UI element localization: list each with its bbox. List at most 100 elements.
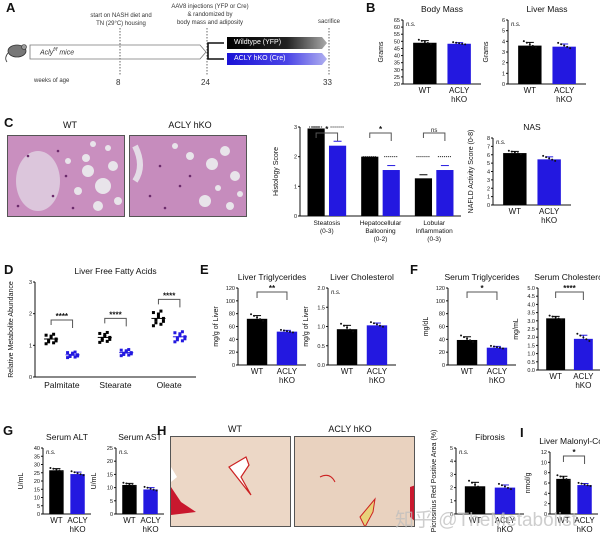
svg-text:mg/g of Liver: mg/g of Liver xyxy=(303,306,310,347)
svg-text:4: 4 xyxy=(450,459,453,465)
svg-text:mg/mL: mg/mL xyxy=(513,318,520,340)
svg-text:U/mL: U/mL xyxy=(18,473,25,490)
svg-text:ACLY: ACLY xyxy=(277,367,298,376)
svg-text:40: 40 xyxy=(229,337,235,343)
svg-text:Fibrosis: Fibrosis xyxy=(475,432,505,442)
svg-text:2: 2 xyxy=(29,312,32,318)
svg-text:n.s.: n.s. xyxy=(496,140,506,146)
svg-text:0: 0 xyxy=(544,512,547,518)
svg-text:Histology Score: Histology Score xyxy=(273,147,280,196)
svg-text:ACLY: ACLY xyxy=(574,516,595,525)
svg-text:mg/g of Liver: mg/g of Liver xyxy=(213,306,220,347)
svg-text:25: 25 xyxy=(107,446,113,452)
svg-text:1: 1 xyxy=(487,195,490,201)
svg-text:nmol/g: nmol/g xyxy=(525,472,532,493)
svg-text:Inflammation: Inflammation xyxy=(416,228,454,235)
panel-label-i: I xyxy=(520,425,524,440)
panel-label-g: G xyxy=(3,423,14,438)
svg-text:Palmitate: Palmitate xyxy=(44,380,80,390)
svg-text:****: **** xyxy=(56,312,69,321)
svg-text:0.0: 0.0 xyxy=(527,368,535,374)
histo-h-ko-title: ACLY hKO xyxy=(328,424,372,434)
histo-c-wt-title: WT xyxy=(63,120,77,130)
svg-text:WT: WT xyxy=(123,516,136,525)
svg-text:(0-3): (0-3) xyxy=(320,228,334,235)
svg-text:n.s.: n.s. xyxy=(406,22,416,28)
svg-text:3.0: 3.0 xyxy=(527,319,535,325)
svg-text:5: 5 xyxy=(502,29,505,35)
svg-text:80: 80 xyxy=(439,312,445,318)
chart-serum-alt: Serum ALT 0 5 10 15 20 25 30 35 40 U/mL WT ACLY hKO n.… xyxy=(15,428,95,542)
svg-text:3: 3 xyxy=(450,472,453,478)
svg-text:*: * xyxy=(572,448,576,457)
svg-text:5: 5 xyxy=(110,499,113,505)
svg-text:hKO: hKO xyxy=(577,525,593,534)
svg-text:20: 20 xyxy=(34,479,40,485)
svg-text:WT: WT xyxy=(461,367,474,376)
svg-text:Liver Cholesterol: Liver Cholesterol xyxy=(330,272,394,282)
svg-text:10: 10 xyxy=(541,460,547,466)
mouse-icon xyxy=(5,44,27,63)
svg-text:35: 35 xyxy=(394,61,400,67)
svg-text:1: 1 xyxy=(294,184,297,190)
svg-text:Hepatocellular: Hepatocellular xyxy=(360,220,402,227)
svg-text:WT: WT xyxy=(341,367,354,376)
svg-text:2.0: 2.0 xyxy=(527,335,535,341)
svg-text:40: 40 xyxy=(394,54,400,60)
svg-text:25: 25 xyxy=(394,75,400,81)
arm-wildtype-label: Wildtype (YFP) xyxy=(234,39,282,46)
svg-text:3: 3 xyxy=(487,178,490,184)
svg-text:U/mL: U/mL xyxy=(91,473,98,490)
svg-text:120: 120 xyxy=(436,286,445,292)
svg-text:0: 0 xyxy=(294,214,297,220)
svg-text:Lobular: Lobular xyxy=(423,220,446,227)
svg-text:3: 3 xyxy=(29,280,32,286)
svg-text:1.0: 1.0 xyxy=(317,325,325,331)
svg-text:2: 2 xyxy=(487,186,490,192)
svg-text:Ballooning: Ballooning xyxy=(365,228,396,235)
svg-text:WT: WT xyxy=(557,516,570,525)
svg-text:45: 45 xyxy=(394,46,400,52)
svg-text:4: 4 xyxy=(487,170,490,176)
svg-text:0: 0 xyxy=(442,363,445,369)
svg-text:NAS: NAS xyxy=(523,122,541,132)
svg-text:WT: WT xyxy=(524,86,537,95)
panel-label-c: C xyxy=(4,115,14,130)
svg-text:Liver Malonyl-CoA: Liver Malonyl-CoA xyxy=(539,436,600,446)
svg-text:120: 120 xyxy=(226,286,235,292)
week-33-tick: 33 xyxy=(323,78,332,87)
svg-text:0: 0 xyxy=(29,375,32,381)
svg-text:****: **** xyxy=(163,291,176,300)
svg-text:*: * xyxy=(379,125,383,134)
svg-text:55: 55 xyxy=(394,32,400,38)
svg-text:15: 15 xyxy=(34,487,40,493)
svg-text:40: 40 xyxy=(34,446,40,452)
svg-text:hKO: hKO xyxy=(70,525,86,534)
svg-text:*: * xyxy=(480,284,484,293)
sirius-red-image-wt xyxy=(170,436,291,527)
svg-text:WT: WT xyxy=(549,372,562,381)
svg-text:Liver Triglycerides: Liver Triglycerides xyxy=(238,272,307,282)
svg-text:3.5: 3.5 xyxy=(527,311,535,317)
panel-label-h: H xyxy=(157,423,167,438)
mouse-strain-label: Aclyf/f mice xyxy=(40,47,75,57)
svg-text:20: 20 xyxy=(107,459,113,465)
svg-text:ACLY: ACLY xyxy=(539,207,560,216)
svg-text:6: 6 xyxy=(502,18,505,24)
arm-ko-label: ACLY hKO (Cre) xyxy=(234,55,286,62)
svg-text:n.s.: n.s. xyxy=(46,450,56,456)
svg-text:Picrosirius Red Positive Area: Picrosirius Red Positive Area (%) xyxy=(431,430,438,533)
svg-text:100: 100 xyxy=(436,299,445,305)
svg-text:ACLY: ACLY xyxy=(67,516,88,525)
svg-text:ACLY: ACLY xyxy=(487,367,508,376)
chart-liver-tg: Liver Triglycerides 0 20 40 60 80 100 120 mg/g o… xyxy=(210,268,310,393)
panel-label-d: D xyxy=(4,262,14,277)
panel-label-e: E xyxy=(200,262,209,277)
svg-text:3: 3 xyxy=(502,50,505,56)
svg-text:Body Mass: Body Mass xyxy=(421,4,463,14)
svg-text:*: * xyxy=(325,125,329,134)
svg-text:Serum Cholesterol: Serum Cholesterol xyxy=(534,272,600,282)
svg-text:Serum ALT: Serum ALT xyxy=(46,432,88,442)
svg-text:1: 1 xyxy=(502,71,505,77)
svg-text:hKO: hKO xyxy=(279,376,295,385)
